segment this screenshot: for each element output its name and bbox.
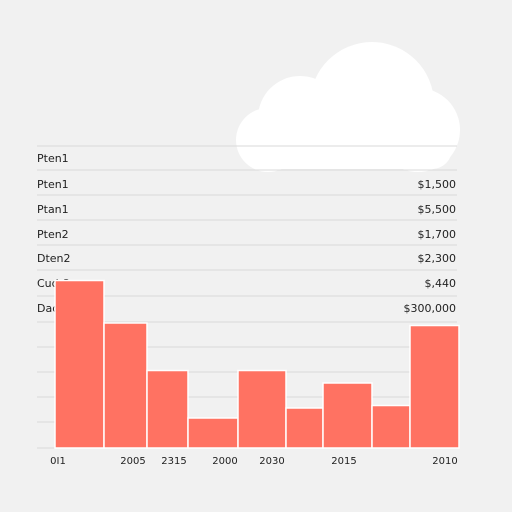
- bar-5: [237, 369, 287, 449]
- x-tick-label: 2315: [161, 456, 186, 467]
- x-tick-label: 2015: [331, 456, 356, 467]
- row-label-4: Pten2: [37, 228, 69, 241]
- row-label-3: Ptan1: [37, 203, 69, 216]
- x-tick-label: 2000: [212, 456, 237, 467]
- bar-9: [409, 324, 460, 449]
- row-value-4: $1,700: [418, 228, 457, 241]
- x-tick-label: 2030: [259, 456, 284, 467]
- row-label-7: Dad: [37, 302, 59, 315]
- x-tick-label: 0I1: [50, 456, 66, 467]
- row-value-7: $300,000: [404, 302, 457, 315]
- bar-7: [322, 382, 373, 449]
- row-value-3: $5,500: [418, 203, 457, 216]
- x-axis-ticks: 0I1 2005 2315 2000 2030 2015 2010: [50, 456, 458, 467]
- row-value-5: $2,300: [418, 252, 457, 265]
- row-label-5: Dten2: [37, 252, 71, 265]
- bar-6: [285, 407, 324, 449]
- row-label-2: Pten1: [37, 178, 69, 191]
- row-labels: Pten1 Pten1 $1,500 Ptan1 $5,500 Pten2 $1…: [37, 152, 456, 315]
- bar-3: [146, 369, 189, 449]
- bar-1: [54, 279, 105, 449]
- x-tick-label: 2005: [120, 456, 145, 467]
- x-tick-label: 2010: [432, 456, 457, 467]
- bar-8: [371, 404, 411, 449]
- bar-4: [187, 417, 239, 449]
- bar-series: [54, 279, 460, 449]
- row-label-1: Pten1: [37, 152, 69, 165]
- row-value-2: $1,500: [418, 178, 457, 191]
- row-value-6: $,440: [425, 277, 457, 290]
- cloud-decoration: [236, 42, 460, 172]
- bar-2: [103, 322, 148, 449]
